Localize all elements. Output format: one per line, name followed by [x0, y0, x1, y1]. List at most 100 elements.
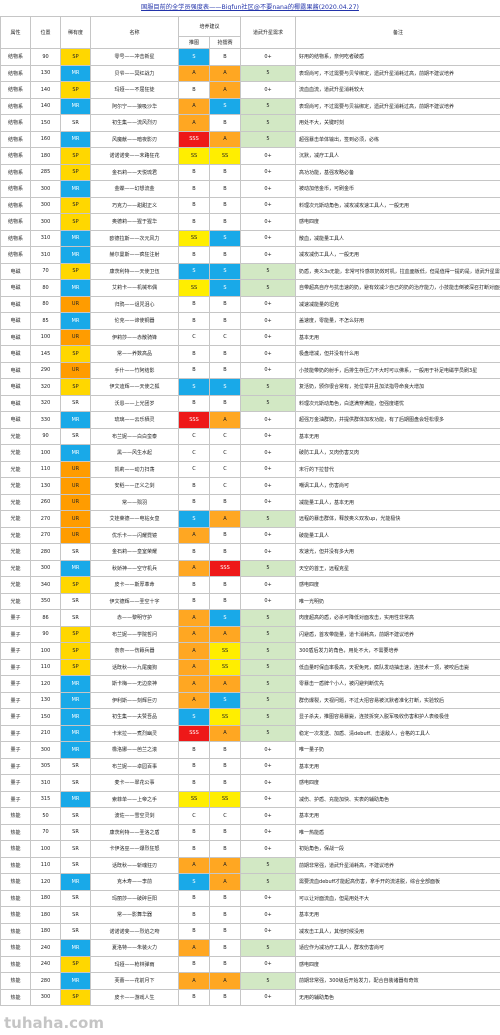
col-header-rarity: 稀有度 [60, 16, 91, 49]
cell-arena: A [208, 130, 242, 148]
cell-rarity: SR [60, 427, 91, 445]
table-row: 热能 110 SR 话既秋——斩魂狂刃 A A 5 前期非常强，道武升星消耗高，不建议培养 [0, 856, 500, 874]
cell-name: 玛娅——枪林弹雨 [90, 955, 179, 973]
table-row: 热能 50 SR 波佐——雪空灵剑 C C 0+ 基本无用 [0, 807, 500, 825]
cell-push: A [178, 972, 210, 990]
cell-push: A [178, 625, 210, 643]
cell-pos: 100 [30, 840, 61, 858]
cell-arena: B [208, 526, 242, 544]
cell-rarity: SR [60, 889, 91, 907]
cell-star: 0+ [240, 889, 297, 907]
cell-arena: S [208, 609, 242, 627]
cell-pos: 140 [30, 81, 61, 99]
cell-arena: A [208, 510, 242, 528]
cell-name: 皮卡——游戏人生 [90, 988, 179, 1006]
cell-note: 小技能带奶的射手，后排生存压力不大时可以佛系，一般用于补足电磁学员刷3星 [295, 361, 500, 379]
cell-name: 常——养数高品 [90, 345, 179, 363]
table-row: 光能 270 UR 艾娃莱德——电钻女皇 S A 5 远程的暴击群体，释放奥义双攻up，光能极… [0, 510, 500, 528]
cell-rarity: MR [60, 180, 91, 198]
cell-pos: 305 [30, 757, 61, 775]
cell-pos: 110 [30, 856, 61, 874]
cell-arena: B [208, 988, 242, 1006]
cell-attr: 热能 [0, 972, 31, 990]
cell-note: 破防工具人，又肉伤害又肉 [295, 444, 500, 462]
cell-push: C [178, 807, 210, 825]
cell-star: 5 [240, 856, 297, 874]
cell-note: 初始角色，保战一段 [295, 840, 500, 858]
cell-note: 低血量时保血率极高，天祝免死，腐队发动抽击速，连技术一顶，被咬后击毙 [295, 658, 500, 676]
table-row: 热能 180 SR 玛丽莎——破碎巨阳 B B 0+ 可以让对面流血，但是用处不大 [0, 889, 500, 907]
cell-rarity: MR [60, 130, 91, 148]
cell-rarity: UR [60, 460, 91, 478]
cell-note: 好用的结物系，奈何吃者破盾 [295, 48, 500, 66]
cell-attr: 结物系 [0, 180, 31, 198]
cell-name: 康茨利特——圣洛之盾 [90, 823, 179, 841]
cell-pos: 90 [30, 625, 61, 643]
cell-push: SSS [178, 724, 210, 742]
table-row: 光能 280 SR 金石莉——皇室荣耀 B B 0+ 攻速光，但并没有多大用 [0, 543, 500, 561]
cell-rarity: MR [60, 724, 91, 742]
cell-attr: 量子 [0, 691, 31, 709]
cell-note: 唯一量子奶 [295, 741, 500, 759]
cell-push: B [178, 774, 210, 792]
table-row: 结物系 130 MR 贝爷——冥红战力 A A 5 表现尚可，不过需要与贝爷绑定，遗武升星消耗… [0, 64, 500, 82]
col-header-name: 名称 [90, 16, 179, 49]
cell-rarity: SP [60, 658, 91, 676]
cell-pos: 100 [30, 328, 61, 346]
cell-attr: 量子 [0, 609, 31, 627]
table-row: 结物系 150 SR 初生集——流风烈刃 A B 5 用处不大，关键时刻 [0, 114, 500, 132]
cell-pos: 90 [30, 48, 61, 66]
cell-star: 0+ [240, 460, 297, 478]
cell-note: 天空的首王，远程克星 [295, 559, 500, 577]
cell-star: 0+ [240, 411, 297, 429]
cell-attr: 热能 [0, 873, 31, 891]
cell-attr: 电磁 [0, 411, 31, 429]
cell-star: 5 [240, 279, 297, 297]
table-row: 结物系 310 MR 欧德拉斯——次元风力 SS S 0+ 散血，减能量工具人 [0, 229, 500, 247]
cell-push: B [178, 840, 210, 858]
cell-note: 流血血流，道武升星消耗较大 [295, 81, 500, 99]
cell-note: 可以让对面流血，但是用处不大 [295, 889, 500, 907]
cell-pos: 120 [30, 675, 61, 693]
cell-arena: B [208, 823, 242, 841]
cell-rarity: MR [60, 972, 91, 990]
cell-rarity: SR [60, 114, 91, 132]
cell-rarity: UR [60, 328, 91, 346]
cell-attr: 热能 [0, 889, 31, 907]
cell-star: 0+ [240, 922, 297, 940]
cell-note: 嘲讽工具人，伤害尚可 [295, 477, 500, 495]
cell-pos: 270 [30, 526, 61, 544]
table-row: 量子 110 SP 话既秋——九尾魔狗 A SS 5 低血量时保血率极高，天祝免死，腐队发动抽… [0, 658, 500, 676]
cell-name: 克木寿——李前 [90, 873, 179, 891]
cell-push: A [178, 609, 210, 627]
cell-push: B [178, 163, 210, 181]
cell-name: 麦卡——翠花公事 [90, 774, 179, 792]
cell-rarity: SR [60, 394, 91, 412]
cell-arena: B [208, 196, 242, 214]
cell-name: 风魔献——暗夜影刃 [90, 130, 179, 148]
table-row: 热能 120 MR 克木寿——李前 S A 5 需要流血debuff才能起高伤害，拿手开的流进… [0, 873, 500, 891]
table-row: 结物系 140 SP 玛娅——不屈狂徒 B A 0+ 流血血流，道武升星消耗较大 [0, 81, 500, 99]
cell-arena: A [208, 625, 242, 643]
cell-name: 波佐——雪空灵剑 [90, 807, 179, 825]
cell-star: 5 [240, 658, 297, 676]
table-row: 量子 305 SR 布兰妮——卓园百事 B B 0+ 基本无用 [0, 757, 500, 775]
cell-rarity: MR [60, 708, 91, 726]
cell-name: 橡洛娜——芭兰之滚 [90, 741, 179, 759]
cell-note: 减攻减伤工具人，一般无用 [295, 246, 500, 264]
cell-name: 布兰妮——卓园百事 [90, 757, 179, 775]
cell-arena: S [208, 691, 242, 709]
cell-attr: 量子 [0, 790, 31, 808]
cell-name: 布兰妮——学院哲问 [90, 625, 179, 643]
cell-attr: 光能 [0, 543, 31, 561]
cell-star: 0+ [240, 592, 297, 610]
cell-pos: 300 [30, 988, 61, 1006]
table-row: 量子 120 MR 斯卡梅——无边泉神 A A 5 零暴击一盾牌个小人，被闪避判断优先 [0, 675, 500, 693]
col-header-attr: 属性 [0, 16, 31, 49]
cell-rarity: SP [60, 378, 91, 396]
cell-note: 基本无用 [295, 757, 500, 775]
cell-push: A [178, 658, 210, 676]
cell-attr: 电磁 [0, 328, 31, 346]
cell-push: A [178, 114, 210, 132]
cell-star: 0+ [240, 741, 297, 759]
